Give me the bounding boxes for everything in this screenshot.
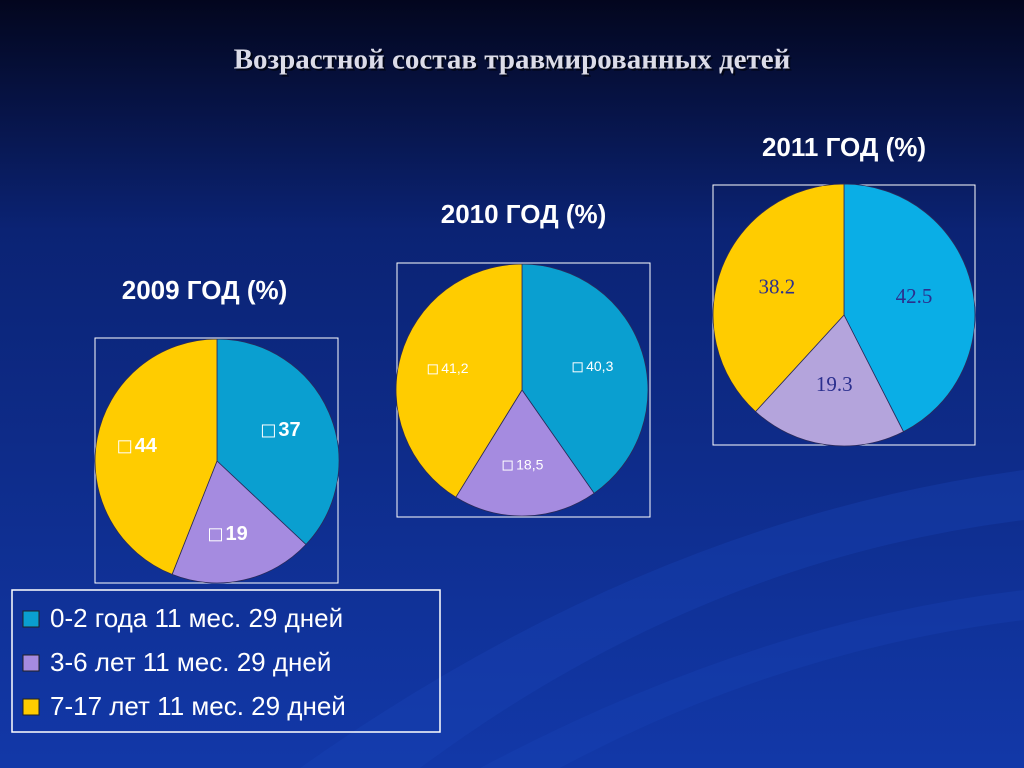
data-label: 38.2 — [758, 275, 795, 299]
label-glyph-box — [572, 362, 583, 373]
data-label: 19.3 — [816, 372, 853, 396]
label-glyph-box — [502, 460, 513, 471]
decor-swoosh — [480, 590, 1024, 768]
pie-slice — [455, 389, 595, 517]
pie-slice — [843, 183, 976, 433]
data-label: 40,3 — [586, 358, 613, 374]
slide-title-shadow: Возрастной состав травмированных детей — [236, 46, 793, 78]
pie-slice — [754, 314, 905, 447]
pie-slice — [395, 263, 523, 498]
slide-title: Возрастной состав травмированных детей — [234, 44, 791, 76]
legend-label: 3-6 лет 11 мес. 29 дней — [50, 647, 331, 677]
pie-slice — [216, 338, 340, 546]
data-label: 42.5 — [896, 284, 933, 308]
legend-swatch — [22, 698, 40, 716]
label-glyph-box — [427, 364, 438, 375]
pie-slice — [171, 460, 307, 584]
label-glyph-box — [118, 440, 132, 454]
pie-slice — [712, 183, 845, 413]
data-label: 18,5 — [516, 456, 543, 472]
data-label: 41,2 — [441, 360, 468, 376]
label-glyph-box — [209, 528, 223, 542]
pie-slice — [94, 338, 218, 575]
legend-label: 7-17 лет 11 мес. 29 дней — [50, 691, 346, 721]
legend-label: 0-2 года 11 мес. 29 дней — [50, 603, 343, 633]
chart-title: 2011 ГОД (%) — [762, 132, 926, 162]
legend-box — [11, 589, 441, 733]
data-label: 37 — [278, 419, 300, 441]
label-glyph-box — [261, 424, 275, 438]
chart-title: 2009 ГОД (%) — [122, 275, 288, 305]
data-label: 44 — [135, 435, 158, 457]
legend-swatch — [22, 654, 40, 672]
decor-swoosh — [300, 470, 1024, 768]
pie-slice — [521, 263, 649, 494]
data-label: 19 — [226, 523, 248, 545]
legend-swatch — [22, 610, 40, 628]
chart-title: 2010 ГОД (%) — [441, 199, 607, 229]
